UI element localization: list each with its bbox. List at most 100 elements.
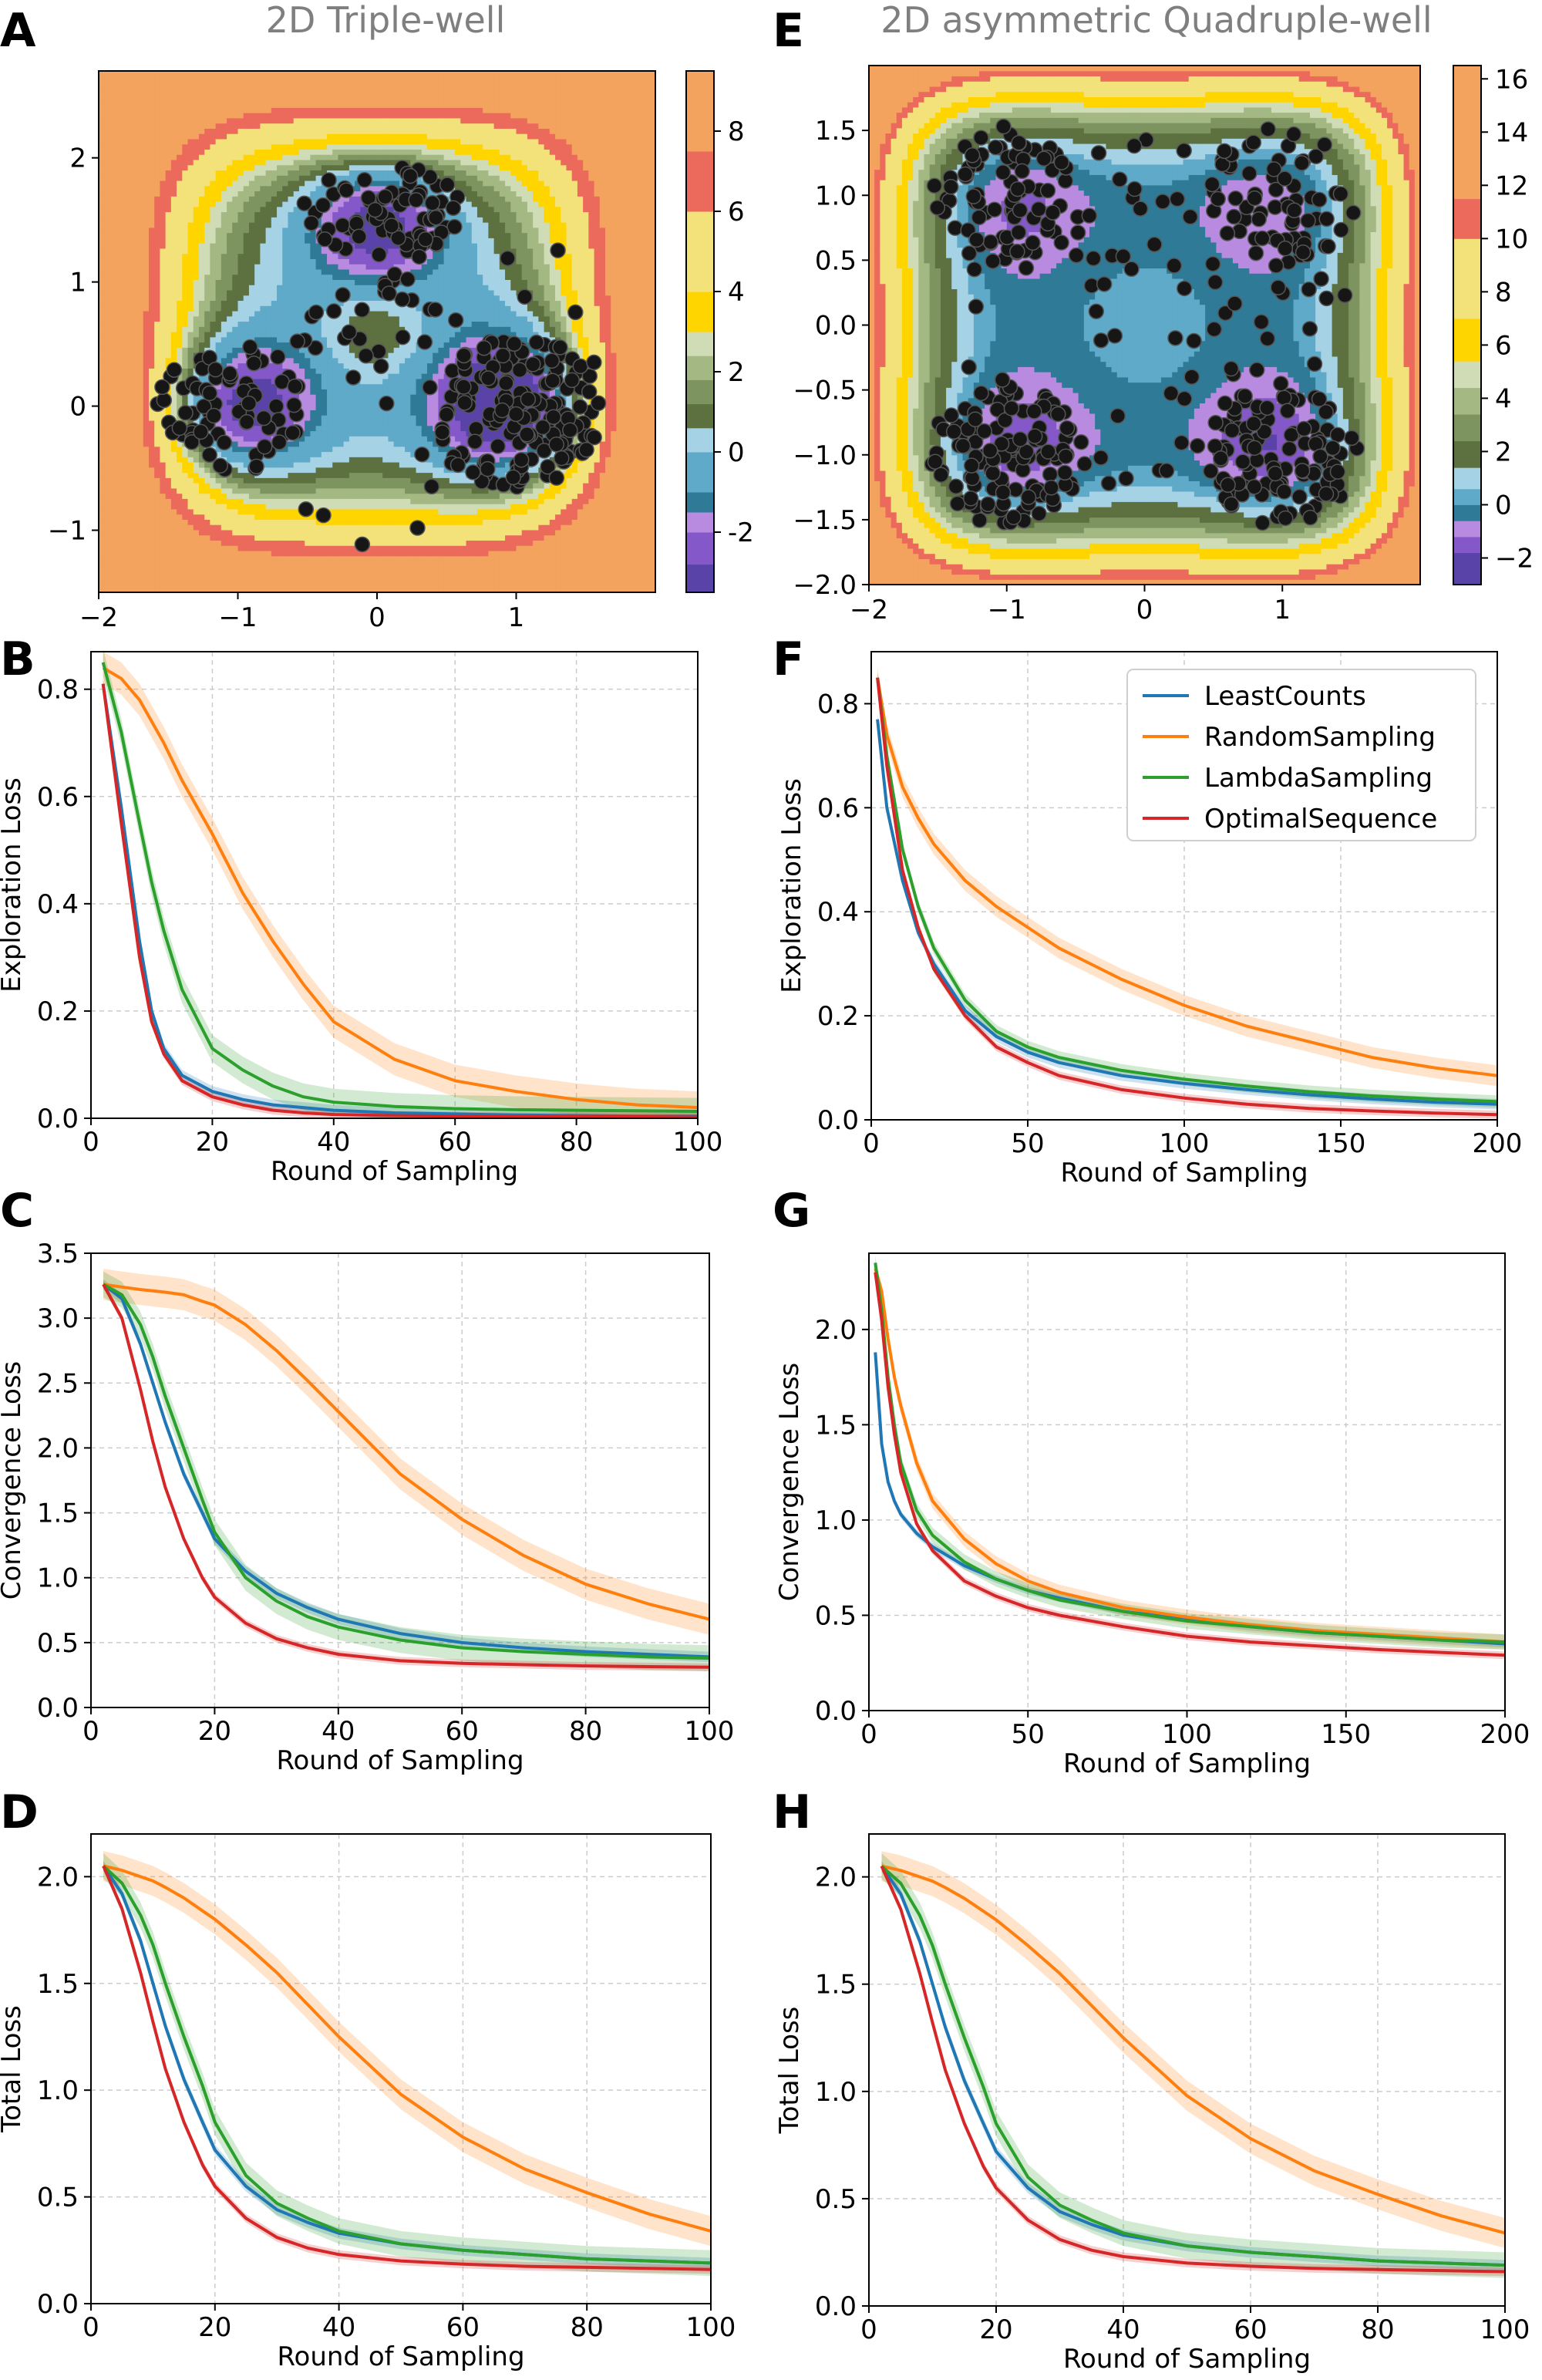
sample-point: [1268, 467, 1282, 481]
sample-point: [1036, 151, 1051, 166]
sample-point: [1184, 369, 1199, 384]
x-tick-label: −1: [218, 602, 257, 633]
sample-point: [318, 232, 332, 247]
sample-point: [517, 289, 532, 304]
sample-point: [349, 216, 364, 231]
sample-point: [1025, 235, 1040, 250]
sample-point: [1058, 174, 1072, 188]
colorbar-tick-label: 0: [1495, 490, 1512, 521]
sample-point: [563, 423, 577, 437]
sample-point: [1041, 444, 1055, 459]
colorbar-tick-label: 6: [728, 197, 745, 228]
sample-point: [1059, 421, 1074, 436]
sample-point: [384, 218, 399, 233]
sample-point: [987, 202, 1002, 217]
series-band-RandomSampling: [882, 1851, 1506, 2248]
colorbar-tick-label: 14: [1495, 117, 1528, 148]
sample-point: [298, 502, 313, 517]
sample-point: [222, 366, 237, 381]
colorbar-tick-label: 8: [1495, 277, 1512, 308]
y-tick-label: 0.0: [37, 2289, 79, 2320]
x-tick-label: 0: [82, 1127, 99, 1158]
colorbar-tick-label: 12: [1495, 170, 1528, 201]
colorbar-segment: [686, 428, 714, 453]
sample-point: [359, 349, 373, 363]
colorbar-tick-label: −2: [1495, 543, 1534, 574]
sample-point: [1277, 484, 1291, 499]
legend-label-LeastCounts: LeastCounts: [1204, 681, 1366, 712]
sample-point: [1205, 177, 1220, 191]
sample-point: [1208, 416, 1223, 430]
y-axis-label: Total Loss: [0, 2005, 27, 2133]
colorbar-tick-label: 4: [1495, 383, 1512, 414]
series-band-RandomSampling: [103, 1851, 711, 2246]
x-axis-label: Round of Sampling: [1063, 2344, 1311, 2375]
colorbar-segment: [686, 71, 714, 152]
x-axis-label: Round of Sampling: [277, 2341, 524, 2372]
sample-point: [1054, 235, 1069, 250]
x-axis-label: Round of Sampling: [276, 1745, 524, 1776]
sample-point: [988, 140, 1003, 155]
series-line-RandomSampling: [103, 1866, 711, 2231]
colorbar-tick-label: 10: [1495, 224, 1528, 255]
y-tick-label: 0.2: [817, 1001, 859, 1032]
sample-point: [1295, 464, 1310, 478]
sample-point: [208, 362, 223, 377]
y-axis-label: Exploration Loss: [0, 777, 27, 993]
sample-point: [965, 148, 980, 163]
sample-point: [258, 440, 272, 454]
sample-point: [1170, 192, 1184, 207]
y-tick-label: −2.0: [793, 570, 857, 601]
sample-point: [930, 201, 944, 215]
sample-point: [456, 349, 471, 363]
sample-point: [1330, 427, 1345, 442]
sample-point: [550, 243, 565, 258]
sample-point: [1167, 258, 1181, 273]
y-tick-label: 1.0: [37, 2075, 79, 2106]
sample-point: [157, 393, 171, 407]
sample-point: [316, 508, 331, 523]
y-axis-label: Convergence Loss: [774, 1363, 805, 1602]
sample-point: [995, 165, 1010, 180]
sample-point: [996, 120, 1011, 134]
sample-point: [457, 396, 472, 410]
sample-point: [1093, 450, 1108, 465]
colorbar-segment: [1453, 414, 1481, 441]
sample-point: [1224, 423, 1239, 438]
y-tick-label: 0.5: [815, 245, 857, 276]
colorbar-segment: [686, 492, 714, 513]
sample-point: [1116, 249, 1130, 264]
x-tick-label: 20: [198, 2312, 231, 2343]
sample-point: [1177, 281, 1192, 295]
colorbar-segment: [686, 332, 714, 356]
sample-point: [346, 370, 361, 385]
sample-point: [1013, 432, 1028, 447]
sample-point: [1338, 288, 1352, 302]
x-tick-label: 20: [198, 1716, 231, 1747]
sample-point: [966, 189, 981, 204]
sample-point: [1227, 296, 1242, 311]
x-axis-label: Round of Sampling: [1063, 1748, 1311, 1779]
sample-point: [207, 409, 221, 423]
colorbar-tick-label: 2: [1495, 437, 1512, 467]
sample-point: [1227, 210, 1241, 224]
sample-point: [372, 248, 386, 262]
colorbar-segment: [686, 356, 714, 380]
sample-point: [983, 234, 998, 249]
sample-point: [423, 380, 437, 395]
sample-point: [1260, 400, 1274, 415]
sample-point: [944, 408, 958, 423]
sample-point: [446, 201, 460, 215]
sample-point: [1319, 291, 1334, 305]
sample-point: [467, 434, 482, 449]
y-tick-label: 0.6: [817, 793, 859, 824]
sample-point: [1271, 280, 1285, 295]
sample-point: [1235, 454, 1250, 469]
y-tick-label: 1: [69, 268, 86, 298]
sample-point: [573, 359, 588, 373]
sample-point: [1069, 248, 1084, 263]
sample-point: [958, 167, 972, 181]
sample-point: [1124, 261, 1139, 276]
